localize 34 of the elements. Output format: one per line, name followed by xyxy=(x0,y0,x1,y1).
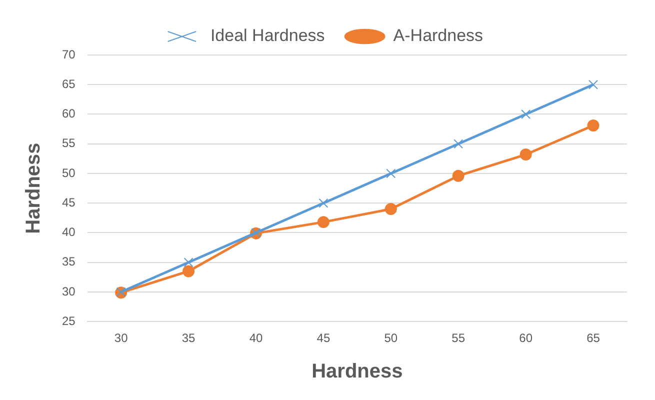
x-tick-label: 50 xyxy=(384,331,398,346)
point xyxy=(521,110,531,119)
y-tick-label: 65 xyxy=(62,76,76,91)
x-tick-label: 65 xyxy=(586,331,600,346)
x-tick-label: 45 xyxy=(316,331,330,346)
y-tick-label: 25 xyxy=(62,314,76,328)
x-tick-label: 55 xyxy=(452,331,466,346)
y-tick-label: 70 xyxy=(62,47,76,62)
point xyxy=(520,148,532,161)
y-tick-label: 30 xyxy=(62,284,76,298)
point xyxy=(318,198,328,208)
x-tick-label: 35 xyxy=(182,331,196,346)
y-tick-label: 35 xyxy=(62,254,76,269)
y-tick-label: 60 xyxy=(62,106,76,121)
y-tick-label: 45 xyxy=(62,195,76,210)
x-tick-label: 30 xyxy=(114,331,128,346)
y-axis-title: Hardness xyxy=(22,142,45,234)
legend-label: A-Hardness xyxy=(393,26,484,46)
point xyxy=(384,203,397,216)
x-tick-label: 40 xyxy=(249,331,263,346)
point xyxy=(182,265,195,278)
y-tick-label: 55 xyxy=(62,136,76,150)
point xyxy=(452,170,464,182)
x-tick-label: 60 xyxy=(519,331,533,346)
point xyxy=(587,120,600,132)
point xyxy=(588,80,598,90)
x-axis-title: Hardness xyxy=(312,360,403,383)
y-tick-label: 50 xyxy=(62,166,76,180)
point xyxy=(386,168,396,178)
point xyxy=(317,216,330,228)
legend-label: Ideal Hardness xyxy=(210,26,325,46)
y-tick-label: 40 xyxy=(62,225,76,240)
point xyxy=(454,139,464,149)
point xyxy=(184,258,194,268)
